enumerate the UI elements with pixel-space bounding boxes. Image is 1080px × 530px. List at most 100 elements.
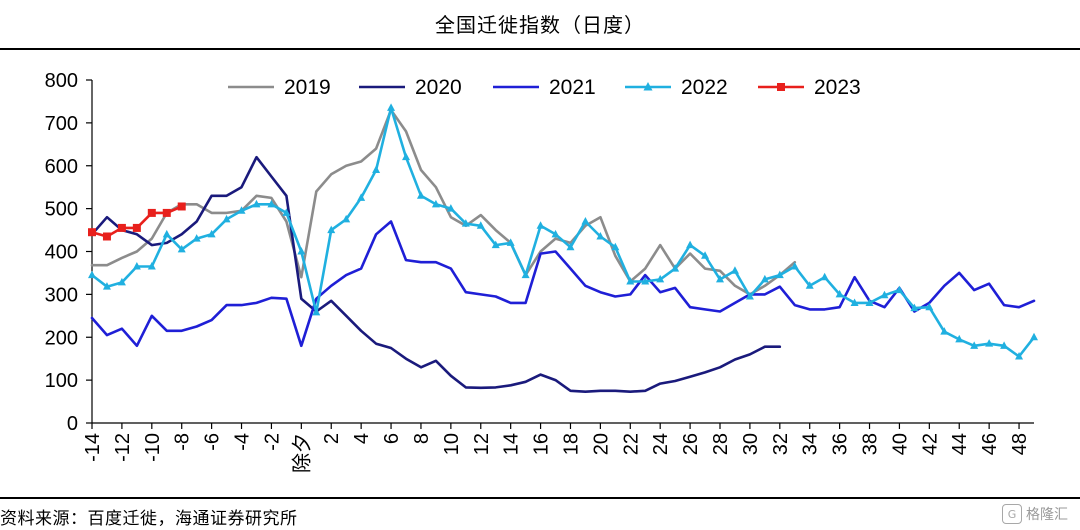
series-point-2022 [237,206,246,214]
series-point-2022 [402,152,410,161]
series-point-2022 [312,307,321,316]
series-point-2022 [372,165,381,174]
y-tick-label: 400 [45,242,78,264]
series-point-2022 [521,270,530,279]
series-point-2022 [267,199,276,208]
y-tick-label: 0 [67,413,78,435]
series-point-2022 [716,274,724,283]
y-tick-label: 200 [45,327,78,349]
x-tick-label: 42 [919,433,941,455]
series-point-2022 [686,240,695,249]
series-point-2022 [162,229,171,238]
x-tick-label: 2 [321,433,343,444]
series-point-2022 [357,193,366,201]
x-tick-label: 26 [680,433,702,455]
x-tick-label: 48 [1009,433,1031,455]
x-tick-label: -12 [112,433,134,462]
x-tick-label: 24 [650,433,672,455]
legend-label-2019: 2019 [284,76,331,99]
y-tick-label: 300 [45,284,78,306]
series-point-2022 [611,242,620,251]
y-tick-label: 800 [45,70,78,92]
series-point-2022 [327,225,336,234]
series-point-2022 [506,238,515,246]
legend-marker-2023 [777,83,785,91]
series-point-2022 [461,219,470,227]
series-point-2022 [1030,332,1038,341]
watermark-logo-icon: G [1002,504,1022,524]
x-tick-label: -14 [82,433,104,462]
series-point-2022 [835,289,844,298]
series-point-2022 [985,339,994,347]
series-point-2022 [775,270,784,279]
title-divider [0,48,1080,50]
legend-label-2022: 2022 [681,76,728,99]
x-tick-label: 32 [770,433,792,455]
legend-label-2021: 2021 [549,76,596,99]
series-point-2022 [102,282,111,290]
series-point-2022 [1015,352,1024,360]
series-point-2022 [970,341,979,349]
series-point-2022 [820,272,829,281]
x-tick-label: 34 [800,433,822,455]
series-point-2022 [416,191,425,199]
series-point-2022 [701,251,710,259]
series-point-2022 [117,277,126,286]
series-point-2022 [147,262,156,270]
series-point-2022 [551,229,560,238]
series-point-2022 [880,290,889,299]
series-point-2022 [282,208,291,216]
series-line-2020 [90,155,782,394]
y-tick-label: 100 [45,370,78,392]
footer-divider [0,497,1080,499]
watermark-text: 格隆汇 [1026,507,1068,523]
series-point-2022 [1000,341,1009,349]
series-point-2022 [88,270,96,279]
x-tick-label: 10 [441,433,463,455]
x-tick-label: 40 [889,433,911,455]
x-tick-label: 28 [710,433,732,455]
series-point-2022 [566,242,575,251]
series-point-2022 [446,204,455,212]
series-point-2023 [162,208,171,217]
y-tick-label: 500 [45,199,78,221]
x-tick-label: 14 [501,433,523,455]
series-point-2023 [88,228,96,237]
x-tick-label: 30 [740,433,762,455]
series-line-2022 [90,106,1036,358]
series-point-2022 [387,103,396,111]
series-point-2022 [730,266,739,274]
x-tick-label: 16 [531,433,553,455]
series-point-2022 [910,303,919,312]
x-tick-label: 除夕 [290,433,313,473]
x-tick-label: 36 [830,433,852,455]
x-tick-label: -10 [142,433,164,462]
x-tick-label: -6 [202,433,224,451]
series-point-2022 [656,274,665,283]
series-point-2022 [192,234,201,242]
x-tick-label: 22 [620,433,642,455]
chart-axes: 0 100 200 300 400 500 600 700 800 -14 -12 -10 -8 -6 -4… [45,70,1034,473]
x-tick-label: 38 [860,433,882,455]
series-point-2023 [147,208,156,217]
series-point-2022 [940,327,949,335]
series-point-2022 [850,298,859,306]
chart-legend: 2019 2020 2021 2022 2023 [228,76,861,99]
series-point-2022 [805,281,814,289]
x-tick-label: 12 [471,433,493,455]
series-point-2022 [865,298,874,306]
watermark: G 格隆汇 [1002,504,1068,524]
series-point-2023 [132,223,141,232]
series-point-2023 [177,202,186,211]
x-tick-label: -4 [232,433,254,451]
series-point-2022 [431,199,440,208]
x-tick-label: 8 [411,433,433,444]
series-point-2022 [641,277,650,285]
series-point-2022 [177,244,186,253]
series-point-2022 [581,216,590,225]
x-tick-label: -8 [172,433,194,451]
series-line-2021 [90,220,1036,348]
series-point-2023 [117,223,126,232]
series-point-2022 [745,292,754,300]
series-point-2022 [297,247,306,255]
